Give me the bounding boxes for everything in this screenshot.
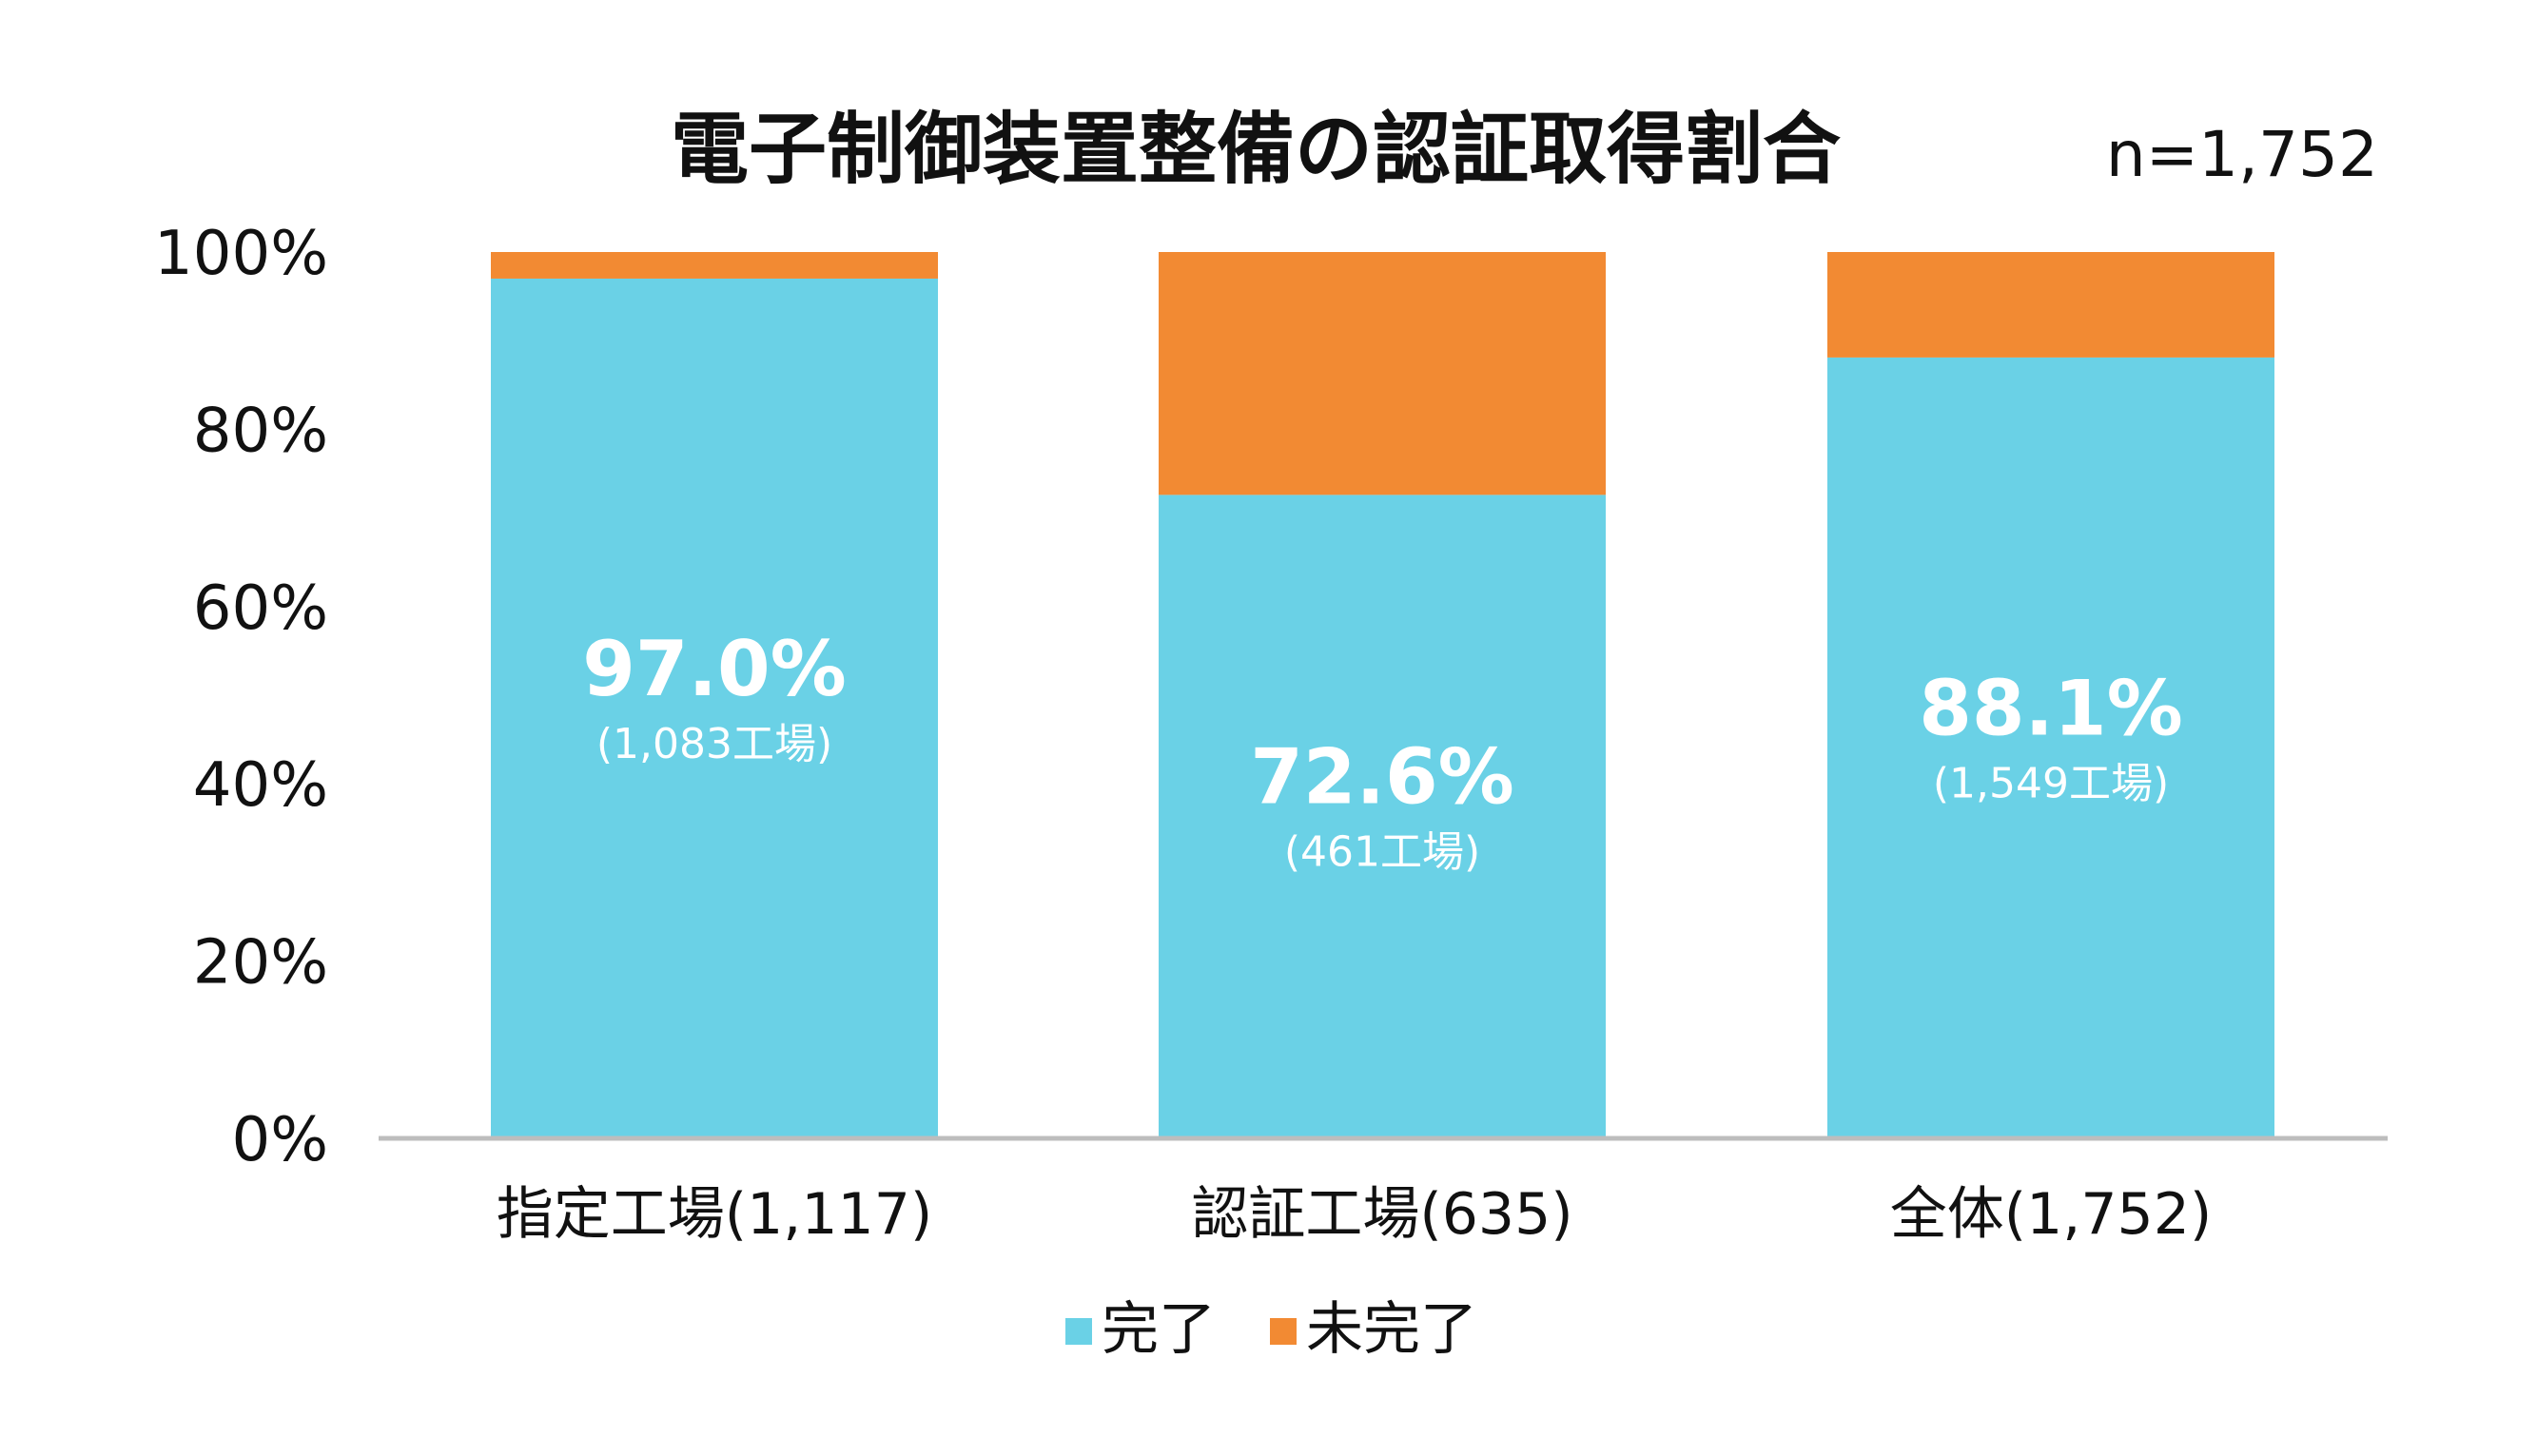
legend: 完了 未完了 — [1065, 1296, 1477, 1363]
data-sublabel: (1,549工場) — [1933, 759, 2169, 807]
legend-swatch — [1065, 1318, 1092, 1345]
y-tick-label: 40% — [193, 750, 328, 821]
bar-segment — [1159, 252, 1606, 495]
data-sublabel: (1,083工場) — [596, 720, 832, 768]
legend-label: 未完了 — [1306, 1296, 1477, 1363]
data-label: 72.6% — [1250, 733, 1514, 822]
data-sublabel: (461工場) — [1284, 828, 1480, 877]
y-tick-label: 20% — [193, 928, 328, 999]
data-label: 97.0% — [582, 625, 847, 713]
bar-segment — [491, 278, 938, 1139]
data-label: 88.1% — [1919, 664, 2183, 752]
sample-size-annotation: n=1,752 — [2106, 118, 2378, 191]
plot-area: 0% 20% 40% 60% 80% 100% 97.0% (1,083工場) 指定工場(1,1… — [154, 219, 2274, 1248]
x-tick-label: 指定工場(1,117) — [497, 1181, 933, 1248]
y-tick-label: 60% — [193, 573, 328, 644]
legend-swatch — [1270, 1318, 1297, 1345]
y-tick-label: 100% — [154, 219, 328, 289]
y-tick-label: 0% — [231, 1105, 328, 1175]
legend-label: 完了 — [1102, 1296, 1216, 1363]
bar-segment — [1827, 252, 2274, 358]
bar-segment — [491, 252, 938, 279]
bar-segment — [1827, 357, 2274, 1139]
x-tick-label: 全体(1,752) — [1890, 1181, 2213, 1248]
x-tick-label: 認証工場(635) — [1191, 1181, 1572, 1248]
y-tick-label: 80% — [193, 396, 328, 466]
bar-segment — [1159, 495, 1606, 1138]
chart-title: 電子制御装置整備の認証取得割合 — [671, 105, 1841, 195]
